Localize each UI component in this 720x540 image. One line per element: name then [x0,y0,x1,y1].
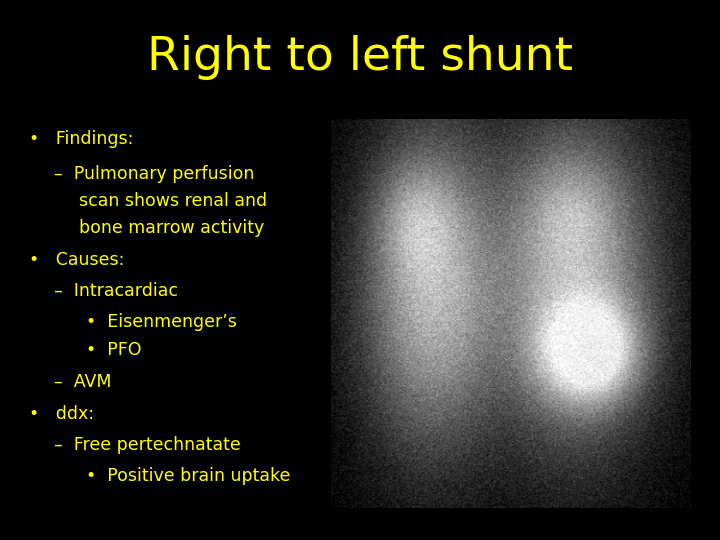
Text: •   ddx:: • ddx: [29,405,94,423]
Text: –  Free pertechnatate: – Free pertechnatate [54,436,240,454]
Text: •  Eisenmenger’s: • Eisenmenger’s [86,313,238,331]
Text: •   Findings:: • Findings: [29,130,133,147]
Text: •   Causes:: • Causes: [29,251,124,269]
Text: Right to left shunt: Right to left shunt [147,35,573,80]
Text: –  Pulmonary perfusion: – Pulmonary perfusion [54,165,254,183]
Text: bone marrow activity: bone marrow activity [79,219,264,237]
Text: scan shows renal and: scan shows renal and [79,192,267,210]
Text: –  AVM: – AVM [54,373,112,390]
Text: •  Positive brain uptake: • Positive brain uptake [86,467,291,485]
Text: •  PFO: • PFO [86,341,142,359]
Text: –  Intracardiac: – Intracardiac [54,282,178,300]
